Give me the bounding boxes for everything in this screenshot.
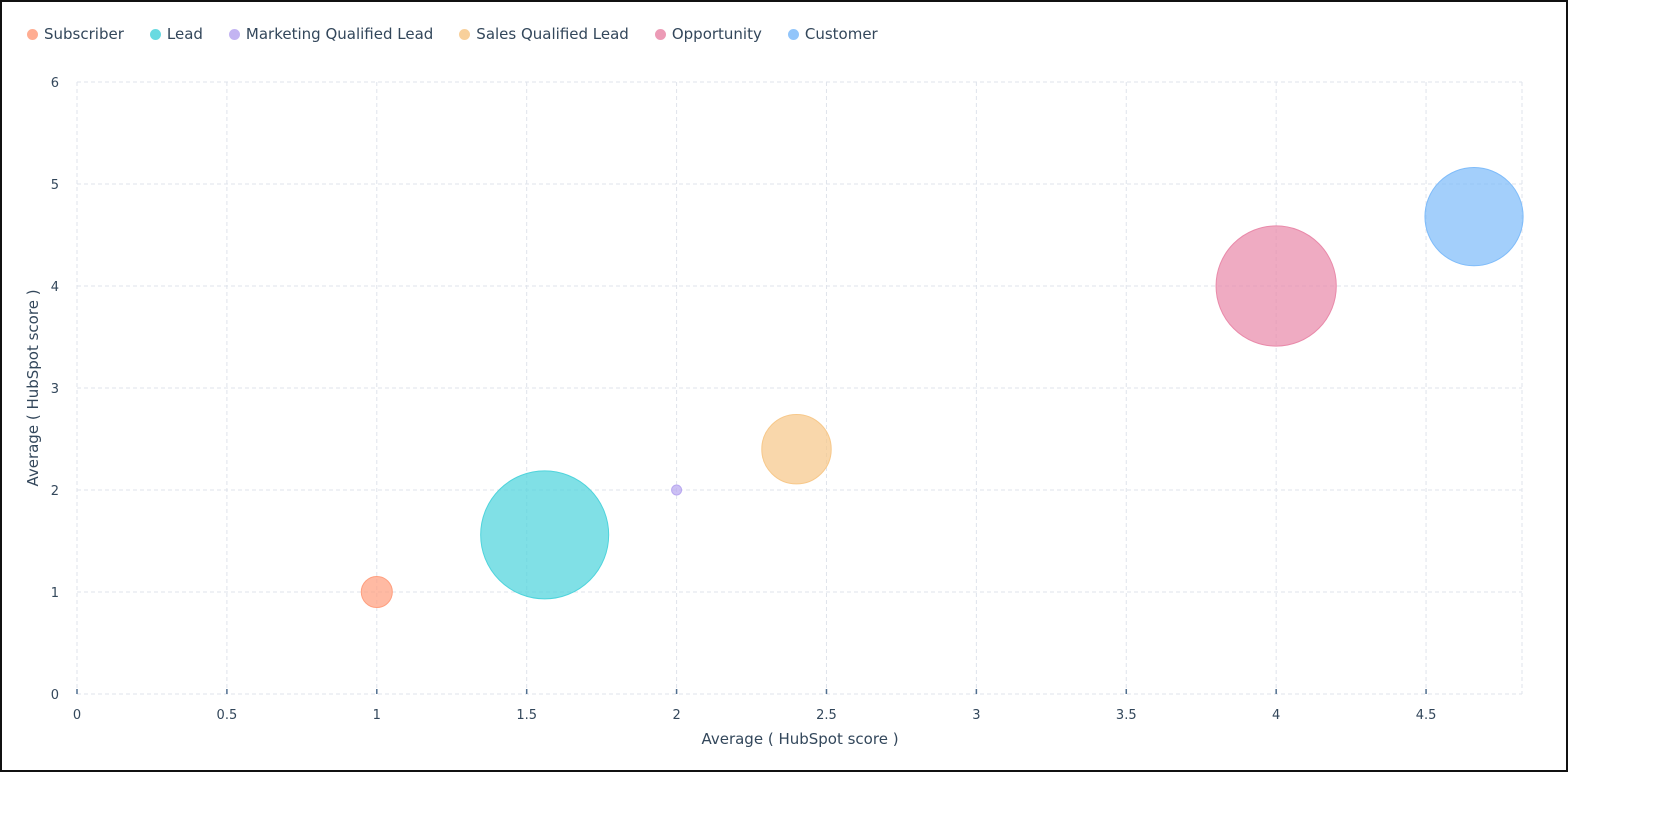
grid-lines bbox=[76, 81, 1523, 695]
legend-swatch-opportunity bbox=[654, 28, 666, 40]
legend-item-sales-qualified-lead[interactable]: Sales Qualified Lead bbox=[459, 25, 629, 43]
chart-frame bbox=[0, 0, 1568, 772]
bubble-sales-qualified-lead[interactable] bbox=[761, 413, 832, 485]
x-tick-label: 2.5 bbox=[816, 708, 837, 723]
legend-swatch-marketing-qualified-lead bbox=[228, 28, 240, 40]
x-tick-label: 1 bbox=[373, 708, 381, 723]
legend-label-customer: Customer bbox=[804, 25, 878, 43]
bubble-marketing-qualified-lead[interactable] bbox=[671, 484, 683, 496]
x-tick-label: 4 bbox=[1272, 708, 1280, 723]
legend-item-opportunity[interactable]: Opportunity bbox=[654, 25, 762, 43]
y-tick-label: 6 bbox=[51, 76, 59, 91]
x-tick-label: 0 bbox=[73, 708, 81, 723]
x-tick-label: 2 bbox=[672, 708, 680, 723]
y-axis-title: Average ( HubSpot score ) bbox=[24, 289, 42, 486]
legend-swatch-sales-qualified-lead bbox=[459, 28, 471, 40]
x-tick-label: 3.5 bbox=[1116, 708, 1137, 723]
legend-item-marketing-qualified-lead[interactable]: Marketing Qualified Lead bbox=[228, 25, 434, 43]
bubble-subscriber[interactable] bbox=[360, 575, 393, 609]
legend-label-lead: Lead bbox=[166, 25, 203, 43]
y-tick-label: 1 bbox=[51, 586, 59, 601]
y-tick-label: 2 bbox=[51, 484, 59, 499]
bubbles bbox=[360, 167, 1524, 609]
y-tick-label: 4 bbox=[51, 280, 59, 295]
chart-legend: Subscriber Lead Marketing Qualified Lead… bbox=[27, 25, 878, 43]
legend-label-subscriber: Subscriber bbox=[44, 25, 124, 43]
y-tick-label: 0 bbox=[51, 688, 59, 703]
legend-item-customer[interactable]: Customer bbox=[787, 25, 878, 43]
legend-swatch-customer bbox=[787, 28, 799, 40]
bubble-chart: 0 0.5 1 1.5 2 2.5 3 3.5 4 4.5 0 1 2 3 4 5 6 Average ( H… bbox=[24, 76, 1524, 748]
legend-swatch-subscriber bbox=[27, 28, 38, 40]
legend-label-marketing-qualified-lead: Marketing Qualified Lead bbox=[245, 25, 434, 43]
x-tick-label: 0.5 bbox=[217, 708, 238, 723]
legend-item-lead[interactable]: Lead bbox=[149, 25, 203, 43]
bubble-lead[interactable] bbox=[480, 470, 610, 600]
x-tick-label: 4.5 bbox=[1416, 708, 1437, 723]
x-tick-label: 3 bbox=[972, 708, 980, 723]
bubble-opportunity[interactable] bbox=[1215, 225, 1337, 347]
y-tick-label: 5 bbox=[51, 178, 59, 193]
legend-item-subscriber[interactable]: Subscriber bbox=[27, 25, 124, 43]
y-axis-ticks: 0 1 2 3 4 5 6 bbox=[51, 76, 59, 703]
y-tick-label: 3 bbox=[51, 382, 59, 397]
bubble-customer[interactable] bbox=[1424, 167, 1524, 267]
legend-label-opportunity: Opportunity bbox=[671, 25, 762, 43]
legend-swatch-lead bbox=[149, 28, 161, 40]
x-tick-label: 1.5 bbox=[516, 708, 537, 723]
x-axis-title: Average ( HubSpot score ) bbox=[701, 730, 898, 748]
legend-label-sales-qualified-lead: Sales Qualified Lead bbox=[476, 25, 629, 43]
x-axis-ticks: 0 0.5 1 1.5 2 2.5 3 3.5 4 4.5 bbox=[73, 689, 1437, 723]
